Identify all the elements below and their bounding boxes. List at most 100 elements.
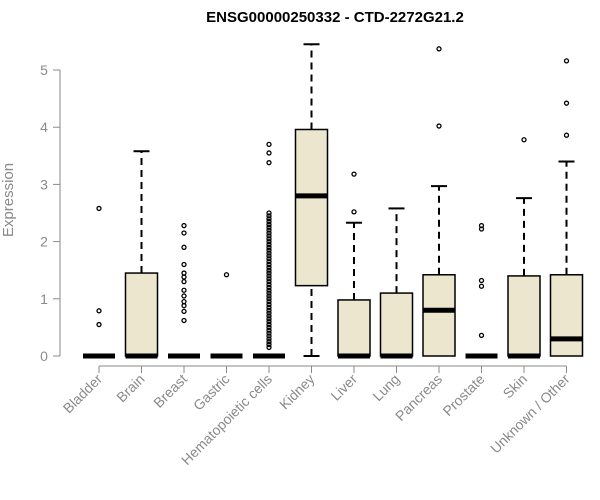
box-iqr <box>507 275 541 357</box>
outlier-point <box>266 141 272 148</box>
y-tick-label: 2 <box>40 234 48 250</box>
outlier-point <box>266 278 272 285</box>
outlier-point <box>266 307 272 313</box>
outlier-point <box>266 296 272 302</box>
outlier-point <box>266 270 272 276</box>
outlier-point <box>266 290 272 296</box>
outlier-point <box>266 256 272 262</box>
box-gastric <box>210 272 243 359</box>
box-bladder <box>83 205 115 359</box>
outlier-point <box>478 283 485 289</box>
outlier-point <box>266 284 272 291</box>
outlier-point <box>266 218 272 225</box>
outlier-point <box>96 321 102 328</box>
outlier-point <box>266 230 272 236</box>
outlier-point <box>266 299 272 305</box>
y-tick-label: 0 <box>40 348 48 364</box>
outlier-point <box>96 308 102 314</box>
outlier-point <box>223 272 230 278</box>
x-tick-label: Lung <box>369 371 402 404</box>
box-unknown-other <box>549 58 584 357</box>
outlier-point <box>563 58 570 64</box>
outlier-point <box>266 321 272 328</box>
outlier-point <box>266 324 272 331</box>
y-tick-label: 1 <box>40 291 48 307</box>
x-tick-label: Bladder <box>60 371 106 417</box>
outlier-point <box>266 227 272 233</box>
box-lung <box>379 207 414 359</box>
outlier-point <box>181 303 187 309</box>
box-iqr <box>379 292 414 357</box>
outlier-point <box>96 205 102 212</box>
box-iqr <box>422 274 456 357</box>
box-breast <box>168 222 200 359</box>
outlier-point <box>181 317 187 324</box>
box-iqr <box>294 128 329 287</box>
x-tick-label: Pancreas <box>392 371 445 424</box>
outlier-point <box>521 137 527 143</box>
box-iqr <box>549 274 584 357</box>
outlier-point <box>266 330 272 336</box>
outlier-point <box>266 304 272 311</box>
x-tick-label: Unknown / Other <box>487 371 573 457</box>
x-tick-label: Liver <box>327 371 360 404</box>
outlier-point <box>181 293 187 299</box>
outlier-point <box>181 278 187 285</box>
outlier-point <box>266 273 272 279</box>
outlier-point <box>436 123 442 129</box>
outlier-point <box>266 238 272 245</box>
x-tick-label: Kidney <box>276 371 318 413</box>
outlier-point <box>181 244 187 250</box>
outlier-point <box>266 233 272 239</box>
outlier-point <box>266 301 272 308</box>
outlier-point <box>266 264 272 270</box>
outlier-point <box>266 261 272 268</box>
outlier-point <box>181 261 187 268</box>
outlier-point <box>266 281 272 288</box>
outlier-point <box>478 332 485 339</box>
outlier-point <box>266 333 272 339</box>
outlier-point <box>266 319 272 325</box>
box-pancreas <box>422 46 456 357</box>
outlier-point <box>266 150 272 156</box>
outlier-point <box>266 250 272 256</box>
outlier-point <box>266 336 272 342</box>
outlier-point <box>266 244 272 250</box>
box-brain <box>124 150 159 359</box>
outlier-point <box>266 221 272 228</box>
outlier-point <box>266 216 272 222</box>
box-prostate <box>465 222 498 359</box>
outlier-point <box>266 267 272 273</box>
box-iqr <box>124 272 159 357</box>
y-axis-label: Expression <box>0 163 17 237</box>
outlier-point <box>478 277 485 284</box>
outlier-point <box>266 341 272 348</box>
outlier-point <box>181 308 187 315</box>
outlier-point <box>478 226 485 232</box>
outlier-point <box>266 210 272 216</box>
outlier-point <box>266 327 272 333</box>
outlier-point <box>266 241 272 248</box>
outlier-point <box>351 171 357 177</box>
outlier-point <box>181 230 187 236</box>
box-liver <box>337 171 371 359</box>
outlier-point <box>266 213 272 219</box>
box-iqr <box>337 299 371 357</box>
y-tick-label: 4 <box>40 119 48 135</box>
box-hematopoietic-cells <box>253 141 285 359</box>
x-tick-label: Prostate <box>439 371 487 419</box>
outlier-point <box>266 258 272 265</box>
outlier-point <box>266 344 272 351</box>
outlier-point <box>266 236 272 242</box>
x-tick-label: Breast <box>150 371 190 411</box>
outlier-point <box>266 276 272 282</box>
outlier-point <box>181 274 187 280</box>
x-tick-label: Skin <box>500 371 531 402</box>
outlier-point <box>266 339 272 345</box>
outlier-point <box>436 46 442 52</box>
outlier-point <box>266 224 272 230</box>
outlier-point <box>266 310 272 316</box>
boxplot-series <box>83 43 584 359</box>
